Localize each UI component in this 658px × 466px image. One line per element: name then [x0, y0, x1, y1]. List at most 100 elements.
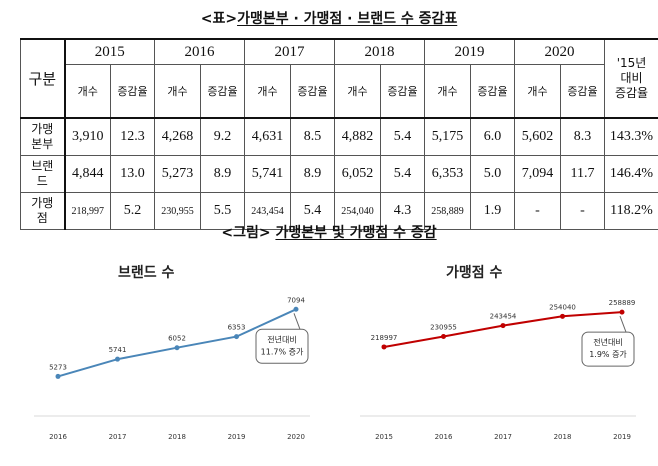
- x-tick-label: 2016: [49, 433, 67, 441]
- table-cell: 6,052: [334, 155, 381, 193]
- data-label: 5741: [109, 346, 127, 354]
- row-label-line: 가맹: [31, 196, 54, 210]
- data-point: [500, 323, 506, 329]
- table-cell: 5,273: [154, 155, 201, 193]
- sub-header-rate: 증감율: [110, 64, 155, 119]
- data-point: [55, 373, 61, 379]
- table-cell: 8.5: [290, 117, 335, 156]
- total-rate-header-line: '15년: [616, 56, 647, 70]
- row-label: 브랜 드: [20, 155, 65, 193]
- year-header: 2017: [244, 38, 335, 65]
- data-point: [234, 334, 239, 340]
- table-cell: 11.7: [560, 155, 605, 193]
- table-heading-prefix: <표>: [200, 11, 238, 27]
- table-row: 가맹 본부 3,910 12.3 4,268 9.2 4,631 8.5 4,88…: [20, 117, 658, 156]
- row-label-line: 브랜: [31, 159, 54, 173]
- row-label-line: 본부: [31, 137, 54, 151]
- sub-header-rate: 증감율: [200, 64, 245, 119]
- sub-header-count: 개수: [154, 64, 201, 119]
- figure-heading-title: 가맹본부 및 가맹점 수 증감: [275, 225, 437, 241]
- table-heading: <표>가맹본부 · 가맹점 · 브랜드 수 증감표: [0, 8, 658, 28]
- table-cell: 8.9: [290, 155, 335, 193]
- year-header: 2020: [514, 38, 605, 65]
- data-label: 6353: [228, 324, 246, 332]
- data-point: [441, 333, 446, 339]
- table-cell: 218,997: [63, 192, 111, 230]
- data-label: 258889: [609, 299, 636, 307]
- table-cell: 1.9: [470, 192, 515, 230]
- data-point: [293, 306, 299, 312]
- x-tick-label: 2017: [494, 433, 512, 441]
- callout-pointer: [619, 315, 627, 333]
- total-rate-cell: 118.2%: [604, 192, 658, 230]
- data-label: 254040: [549, 303, 576, 311]
- sub-header-rate: 증감율: [470, 64, 515, 119]
- table-cell: 9.2: [200, 117, 245, 156]
- table-row: 브랜 드 4,844 13.0 5,273 8.9 5,741 8.9 6,052…: [20, 155, 658, 193]
- year-header: 2015: [63, 38, 155, 65]
- table-cell: 12.3: [110, 117, 155, 156]
- table-cell: 4,882: [334, 117, 381, 156]
- callout-text: 전년대비: [593, 337, 622, 347]
- table-row: 가맹 점 218,997 5.2 230,955 5.5 243,454 5.4 …: [20, 192, 658, 230]
- table-cell: 3,910: [63, 117, 111, 156]
- table-cell: 4,631: [244, 117, 291, 156]
- table-cell: 5.0: [470, 155, 515, 193]
- table-cell: 5.4: [380, 117, 425, 156]
- sub-header-count: 개수: [424, 64, 471, 119]
- row-label: 가맹 점: [20, 192, 65, 230]
- data-point: [381, 344, 387, 350]
- x-tick-label: 2019: [613, 433, 631, 441]
- table-cell: 8.9: [200, 155, 245, 193]
- table-cell: 6.0: [470, 117, 515, 156]
- x-tick-label: 2016: [435, 433, 453, 441]
- sub-header-count: 개수: [244, 64, 291, 119]
- table-cell: 7,094: [514, 155, 561, 193]
- chart-title-brands: 브랜드 수: [118, 265, 175, 281]
- table-cell: 5,175: [424, 117, 471, 156]
- data-point: [560, 313, 565, 319]
- total-rate-header-line: 증감율: [614, 86, 649, 100]
- sub-header-rate: 증감율: [560, 64, 605, 119]
- sub-header-count: 개수: [514, 64, 561, 119]
- x-tick-label: 2017: [109, 433, 127, 441]
- total-rate-cell: 146.4%: [604, 155, 658, 193]
- x-tick-label: 2019: [228, 433, 246, 441]
- table-cell: 5.4: [290, 192, 335, 230]
- table-cell: 5,741: [244, 155, 291, 193]
- data-point: [619, 309, 625, 315]
- line-chart-brands: 5273 2016 5741 2017 6052 2018 6353 2019 7094 2020…: [34, 296, 310, 441]
- sub-header-count: 개수: [334, 64, 381, 119]
- data-point: [174, 345, 180, 351]
- year-header: 2019: [424, 38, 515, 65]
- year-header: 2018: [334, 38, 425, 65]
- table-cell: 5,602: [514, 117, 561, 156]
- table-cell: 5.4: [380, 155, 425, 193]
- stats-table: 구분 2015 2016 2017 2018 2019 2020 '15년 대비…: [20, 38, 658, 230]
- callout-text: 1.9% 증가: [589, 350, 627, 359]
- row-label-line: 가맹: [31, 122, 54, 136]
- table-cell: 5.5: [200, 192, 245, 230]
- sub-header-count: 개수: [63, 64, 111, 119]
- table-cell: 5.2: [110, 192, 155, 230]
- row-label-line: 점: [36, 211, 48, 225]
- figure-heading-prefix: <그림>: [221, 225, 271, 241]
- data-label: 230955: [430, 323, 457, 331]
- total-rate-header: '15년 대비 증감율: [604, 38, 658, 119]
- row-label: 가맹 본부: [20, 117, 65, 156]
- year-header: 2016: [154, 38, 245, 65]
- data-label: 243454: [490, 313, 517, 321]
- x-tick-label: 2015: [375, 433, 393, 441]
- table-cell: 4,268: [154, 117, 201, 156]
- table-cell: 13.0: [110, 155, 155, 193]
- callout-box: [255, 328, 309, 364]
- table-cell: 6,353: [424, 155, 471, 193]
- table-cell: 8.3: [560, 117, 605, 156]
- figure-heading: <그림> 가맹본부 및 가맹점 수 증감: [0, 222, 658, 242]
- table-heading-title: 가맹본부 · 가맹점 · 브랜드 수 증감표: [237, 11, 458, 27]
- table-cell: 4.3: [380, 192, 425, 230]
- table-corner: 구분: [20, 38, 65, 119]
- callout-text: 전년대비: [267, 334, 296, 344]
- row-label-line: 드: [36, 174, 48, 188]
- x-tick-label: 2018: [554, 433, 572, 441]
